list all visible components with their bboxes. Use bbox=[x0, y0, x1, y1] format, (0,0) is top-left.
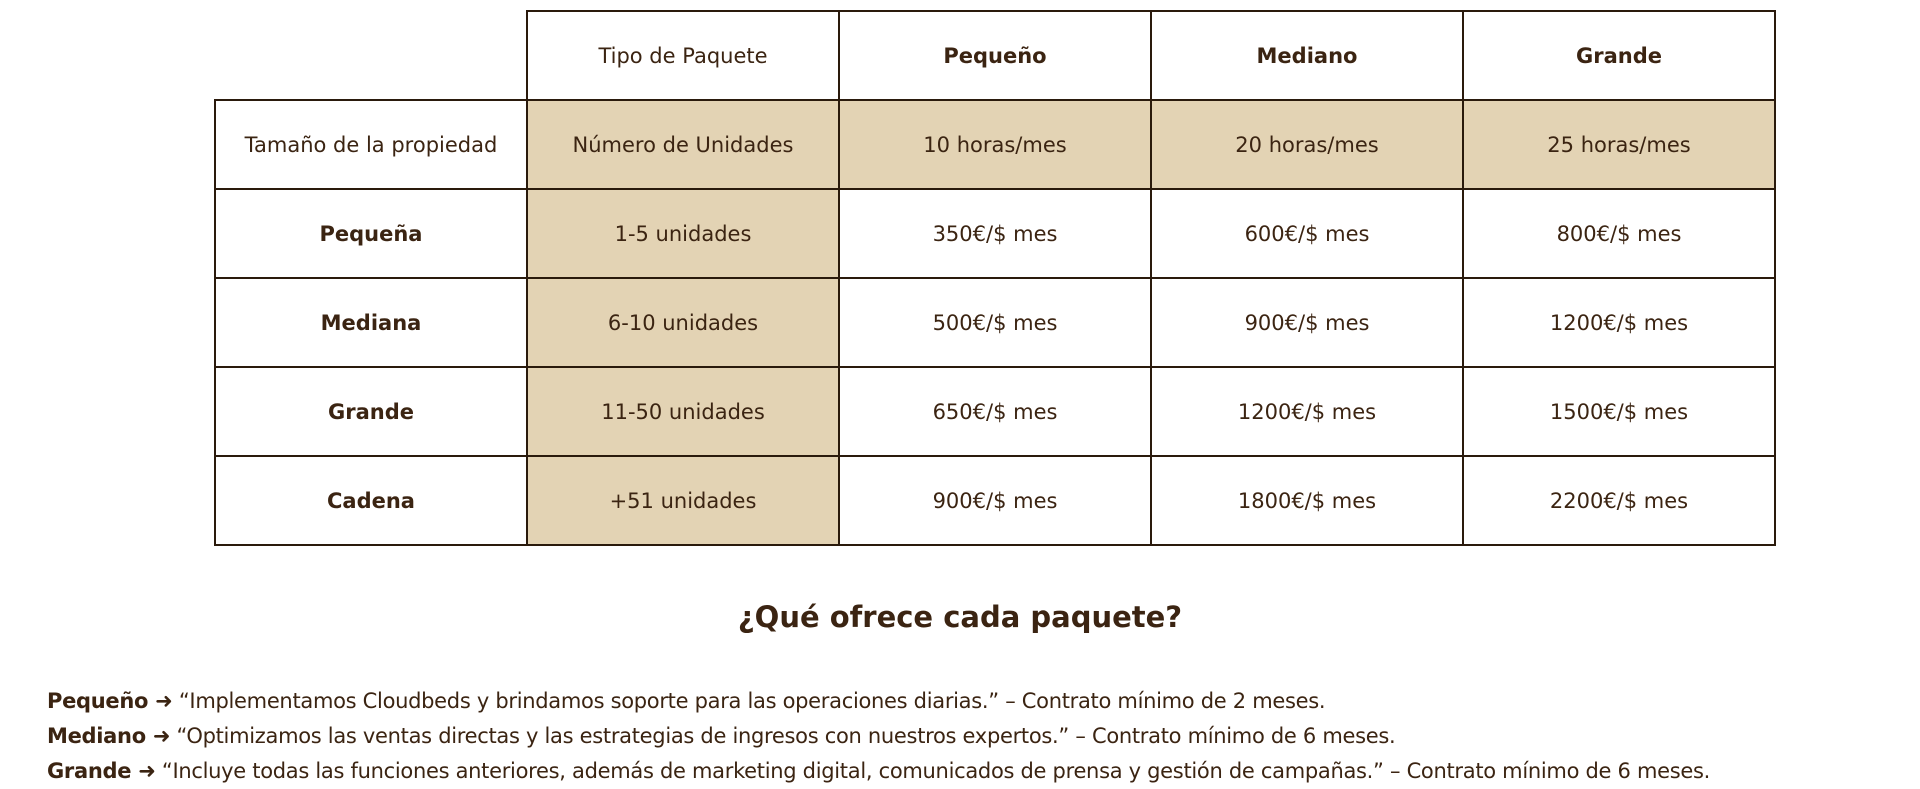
row-header: Mediana bbox=[214, 277, 528, 368]
price-cell: 500€/$ mes bbox=[838, 277, 1152, 368]
offer-label: Pequeño ➜ bbox=[47, 689, 173, 713]
units-cell: 6-10 unidades bbox=[526, 277, 840, 368]
table-row: Grande 11-50 unidades 650€/$ mes 1200€/$ me… bbox=[214, 366, 1776, 457]
header-cell: Tipo de Paquete bbox=[526, 10, 840, 101]
price-cell: 1200€/$ mes bbox=[1150, 366, 1464, 457]
row-header: Grande bbox=[214, 366, 528, 457]
hours-cell: 25 horas/mes bbox=[1462, 99, 1776, 190]
price-cell: 350€/$ mes bbox=[838, 188, 1152, 279]
row-header: Cadena bbox=[214, 455, 528, 546]
header-cell: Número de Unidades bbox=[526, 99, 840, 190]
header-cell: Mediano bbox=[1150, 10, 1464, 101]
row-header: Tamaño de la propiedad bbox=[214, 99, 528, 190]
offer-item: Grande ➜ “Incluye todas las funciones an… bbox=[47, 754, 1710, 789]
price-cell: 1500€/$ mes bbox=[1462, 366, 1776, 457]
offer-list: Pequeño ➜ “Implementamos Cloudbeds y bri… bbox=[47, 684, 1710, 789]
hours-cell: 10 horas/mes bbox=[838, 99, 1152, 190]
offer-item: Mediano ➜ “Optimizamos las ventas direct… bbox=[47, 719, 1710, 754]
price-cell: 1200€/$ mes bbox=[1462, 277, 1776, 368]
pricing-table: Tipo de Paquete Pequeño Mediano Grande T… bbox=[214, 10, 1776, 546]
offer-text: “Implementamos Cloudbeds y brindamos sop… bbox=[178, 689, 1326, 713]
table-row: Mediana 6-10 unidades 500€/$ mes 900€/$ mes… bbox=[214, 277, 1776, 368]
offer-item: Pequeño ➜ “Implementamos Cloudbeds y bri… bbox=[47, 684, 1710, 719]
hours-cell: 20 horas/mes bbox=[1150, 99, 1464, 190]
price-cell: 1800€/$ mes bbox=[1150, 455, 1464, 546]
units-cell: 11-50 unidades bbox=[526, 366, 840, 457]
units-cell: +51 unidades bbox=[526, 455, 840, 546]
price-cell: 900€/$ mes bbox=[838, 455, 1152, 546]
price-cell: 600€/$ mes bbox=[1150, 188, 1464, 279]
units-cell: 1-5 unidades bbox=[526, 188, 840, 279]
table-row: Pequeña 1-5 unidades 350€/$ mes 600€/$ mes 8… bbox=[214, 188, 1776, 279]
header-cell: Grande bbox=[1462, 10, 1776, 101]
row-header: Pequeña bbox=[214, 188, 528, 279]
table-row: Cadena +51 unidades 900€/$ mes 1800€/$ mes 2… bbox=[214, 455, 1776, 546]
offer-label: Grande ➜ bbox=[47, 759, 156, 783]
price-cell: 2200€/$ mes bbox=[1462, 455, 1776, 546]
section-title: ¿Qué ofrece cada paquete? bbox=[737, 600, 1183, 634]
offer-label: Mediano ➜ bbox=[47, 724, 171, 748]
offer-text: “Optimizamos las ventas directas y las e… bbox=[176, 724, 1396, 748]
price-cell: 800€/$ mes bbox=[1462, 188, 1776, 279]
header-cell: Pequeño bbox=[838, 10, 1152, 101]
empty-cell bbox=[215, 11, 527, 100]
price-cell: 900€/$ mes bbox=[1150, 277, 1464, 368]
price-cell: 650€/$ mes bbox=[838, 366, 1152, 457]
offer-text: “Incluye todas las funciones anteriores,… bbox=[161, 759, 1711, 783]
